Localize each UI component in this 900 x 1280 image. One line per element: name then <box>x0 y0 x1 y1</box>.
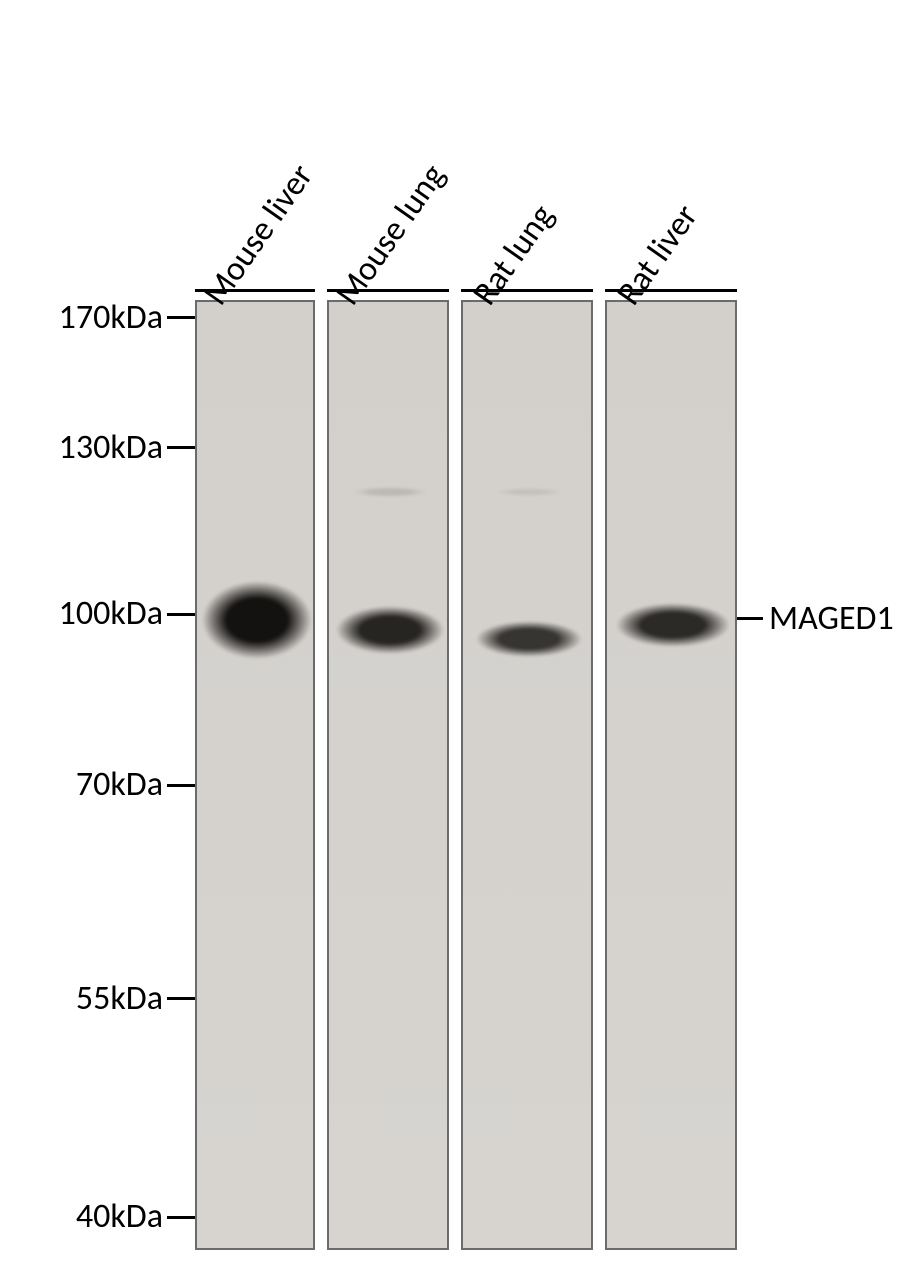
blot-lane <box>605 300 737 1250</box>
mw-label: 55kDa <box>76 978 163 1019</box>
mw-tick <box>167 316 195 319</box>
protein-band <box>616 603 730 647</box>
mw-label: 70kDa <box>76 764 163 805</box>
mw-label: 100kDa <box>59 593 163 634</box>
mw-tick <box>167 784 195 787</box>
target-tick <box>737 617 763 620</box>
target-protein-label: MAGED1 <box>769 598 894 639</box>
mw-tick <box>167 613 195 616</box>
blot-lane <box>327 300 449 1250</box>
lane-label: Rat lung <box>464 197 562 313</box>
mw-label: 40kDa <box>76 1196 163 1237</box>
western-blot-figure: Mouse liverMouse lungRat lungRat liver17… <box>0 0 900 1280</box>
protein-band <box>353 487 426 497</box>
protein-band <box>202 581 312 659</box>
protein-band <box>336 606 443 654</box>
protein-band <box>476 621 582 657</box>
mw-tick <box>167 997 195 1000</box>
mw-label: 130kDa <box>59 427 163 468</box>
mw-label: 170kDa <box>59 297 163 338</box>
blot-lane <box>195 300 315 1250</box>
blot-lane <box>461 300 593 1250</box>
mw-tick <box>167 446 195 449</box>
mw-tick <box>167 1216 195 1219</box>
lane-label: Rat liver <box>608 197 706 313</box>
protein-band <box>496 488 562 496</box>
